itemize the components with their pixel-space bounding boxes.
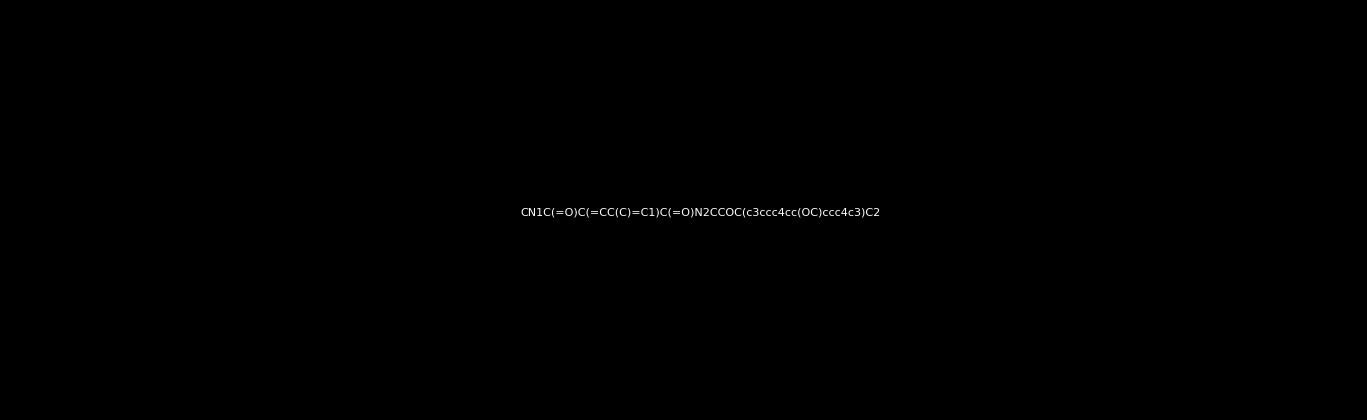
Text: CN1C(=O)C(=CC(C)=C1)C(=O)N2CCOC(c3ccc4cc(OC)ccc4c3)C2: CN1C(=O)C(=CC(C)=C1)C(=O)N2CCOC(c3ccc4cc… xyxy=(521,207,880,217)
